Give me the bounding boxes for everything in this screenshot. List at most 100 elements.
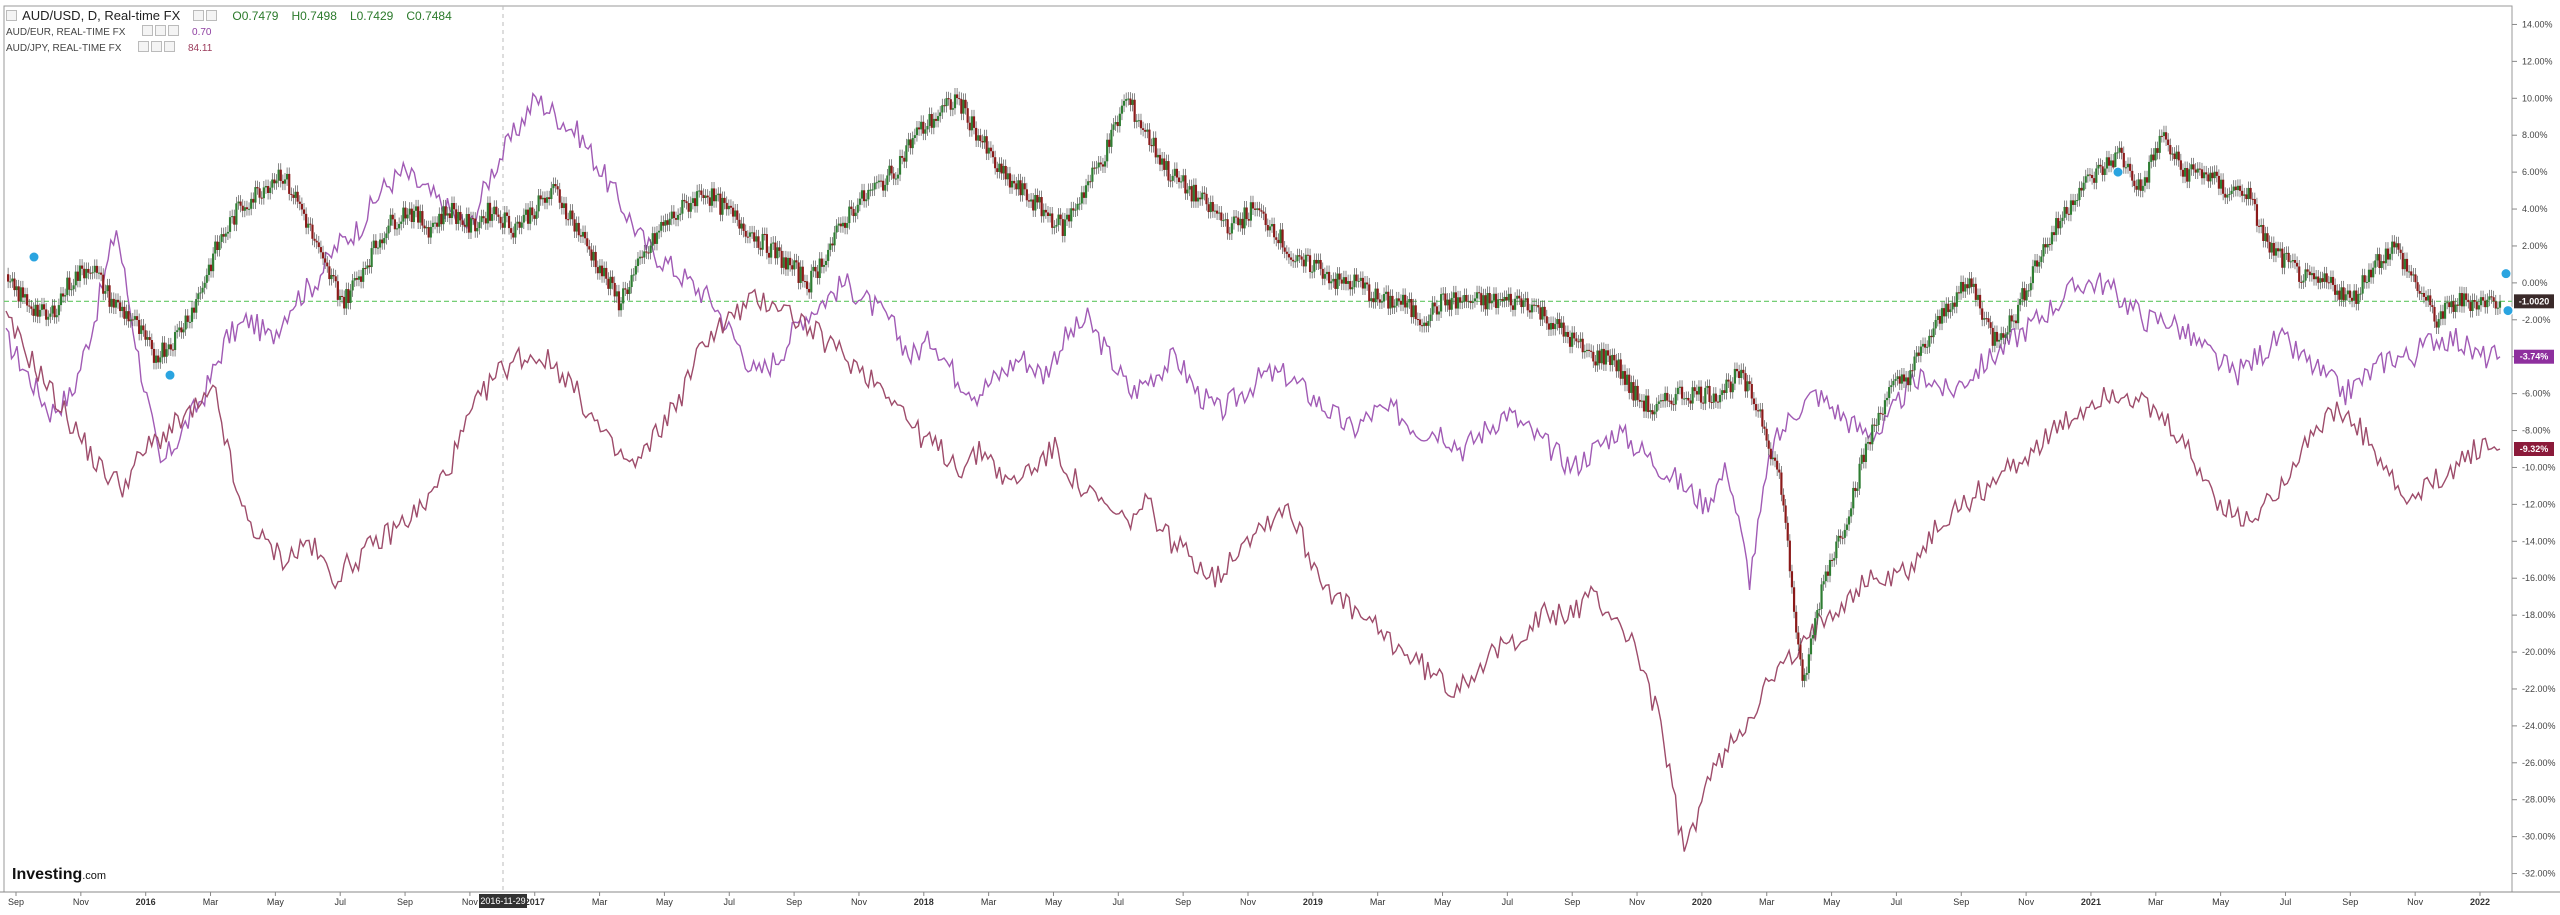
candle-body	[2308, 271, 2311, 276]
candle-body	[317, 242, 320, 248]
eye-icon[interactable]	[138, 41, 150, 52]
event-flag-icon[interactable]	[2502, 305, 2514, 317]
candle-body	[1507, 293, 1510, 301]
candle-body	[920, 121, 923, 130]
candle-body	[488, 202, 492, 221]
candle-body	[1446, 299, 1449, 306]
last-value-badge	[2514, 349, 2554, 364]
candle-body	[2080, 187, 2083, 191]
candle-body	[1258, 208, 1261, 211]
candle-body	[1355, 274, 1358, 282]
candle-body	[522, 214, 525, 223]
candle-body	[444, 206, 447, 216]
candle-body	[2186, 167, 2189, 182]
candle-body	[87, 268, 90, 273]
candle-body	[91, 272, 94, 274]
candle-body	[2145, 177, 2149, 183]
candle-body	[1596, 350, 1599, 366]
eye-icon[interactable]	[142, 25, 154, 36]
candle-body	[121, 306, 124, 312]
candle-body	[710, 188, 714, 206]
candle-body	[49, 313, 52, 317]
series2-label[interactable]: AUD/EUR, REAL-TIME FX	[6, 27, 126, 38]
candle-body	[863, 190, 866, 202]
candle-body	[209, 264, 213, 272]
candle-body	[279, 169, 282, 182]
candle-body	[932, 118, 935, 128]
candle-body	[469, 218, 473, 233]
candle-body	[138, 319, 141, 334]
candle-body	[531, 207, 534, 216]
candle-body	[1382, 294, 1386, 302]
candle-body	[1161, 158, 1164, 165]
candle-body	[1587, 349, 1591, 351]
close-icon[interactable]	[168, 25, 180, 36]
last-value-label: -3.74%	[2520, 352, 2549, 362]
candle-body	[2384, 248, 2387, 264]
candle-body	[2488, 296, 2491, 300]
candle-body	[2350, 297, 2354, 301]
candle-body	[2194, 169, 2197, 173]
candle-body	[1716, 401, 1720, 403]
candle-body	[972, 116, 976, 128]
candle-body	[1059, 214, 1062, 220]
candle-body	[429, 226, 432, 238]
candle-body	[1921, 343, 1925, 347]
collapse-toggle-icon[interactable]	[6, 10, 17, 21]
candle-body	[719, 193, 722, 215]
candle-body	[2268, 241, 2271, 253]
candle-body	[1558, 319, 1561, 328]
candle-body	[1854, 487, 1857, 491]
series3-label[interactable]: AUD/JPY, REAL-TIME FX	[6, 43, 122, 54]
event-flag-icon[interactable]	[164, 369, 176, 381]
candle-body	[1393, 305, 1396, 308]
candle-body	[1129, 98, 1132, 105]
close-icon[interactable]	[164, 41, 176, 52]
candle-body	[1327, 271, 1331, 284]
main-series-label[interactable]: AUD/USD, D, Real-time FX	[22, 8, 181, 23]
candle-body	[448, 213, 451, 219]
x-tick-label: Nov	[1629, 897, 1646, 907]
candle-body	[966, 108, 969, 123]
candle-body	[2416, 282, 2419, 291]
candle-body	[2357, 294, 2360, 304]
candle-body	[1845, 524, 1849, 530]
candle-body	[2247, 187, 2250, 200]
candle-body	[347, 289, 350, 303]
candle-body	[755, 236, 758, 242]
candle-body	[2095, 168, 2098, 183]
candle-body	[869, 189, 872, 191]
candle-body	[962, 99, 965, 114]
candle-body	[1180, 181, 1183, 183]
event-flag-icon[interactable]	[2112, 166, 2124, 178]
event-flag-icon[interactable]	[2500, 268, 2512, 280]
candle-body	[286, 173, 289, 180]
settings-icon[interactable]	[155, 25, 167, 36]
candle-body	[2183, 167, 2187, 177]
settings-icon[interactable]	[151, 41, 163, 52]
candle-body	[786, 257, 790, 270]
candle-body	[979, 135, 982, 141]
candle-body	[125, 311, 128, 319]
candle-body	[186, 315, 189, 322]
candle-body	[2397, 243, 2400, 250]
candle-body	[1442, 293, 1445, 295]
candle-body	[165, 349, 168, 357]
candle-body	[1194, 184, 1198, 202]
settings-icon[interactable]	[193, 10, 205, 21]
event-flag-icon[interactable]	[28, 251, 40, 263]
candle-body	[1167, 161, 1170, 181]
candle-body	[1093, 167, 1096, 169]
candle-body	[376, 247, 380, 249]
candle-body	[1953, 302, 1956, 307]
candle-body	[1866, 441, 1870, 444]
candle-body	[1917, 352, 1920, 356]
close-icon[interactable]	[206, 10, 218, 21]
candle-body	[2251, 198, 2254, 200]
candle-body	[2433, 306, 2436, 322]
candle-body	[1592, 351, 1595, 362]
candle-body	[161, 342, 164, 358]
candle-body	[668, 218, 671, 225]
